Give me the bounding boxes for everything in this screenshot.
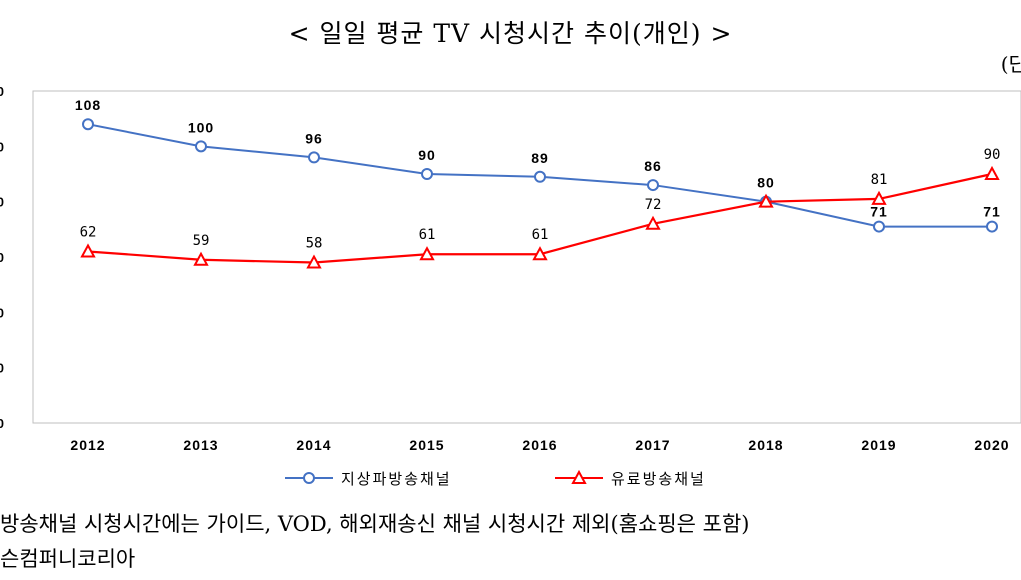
data-label: 59	[193, 233, 210, 249]
data-point	[871, 190, 887, 205]
data-point	[984, 165, 1000, 180]
data-point	[532, 246, 548, 261]
data-point	[80, 243, 96, 258]
x-tick-label: 2014	[296, 437, 331, 453]
data-label: 71	[983, 204, 1001, 220]
data-point	[873, 220, 885, 233]
legend-marker	[571, 469, 587, 484]
x-tick-label: 2016	[522, 437, 557, 453]
data-label: 100	[188, 119, 214, 135]
data-label: 81	[871, 172, 888, 188]
data-label: 89	[531, 150, 549, 166]
data-label: 62	[80, 224, 97, 240]
x-tick-label: 2013	[183, 437, 218, 453]
source-note: 슨컴퍼니코리아	[0, 547, 136, 571]
data-point	[419, 246, 435, 261]
data-point	[758, 193, 774, 208]
y-tick-label: 0	[0, 195, 4, 210]
x-tick-label: 2017	[635, 437, 670, 453]
data-point	[986, 220, 998, 233]
line-chart: 0 0 0 0 0 0 0 2012 2013 2014 2015 2016 2017 2018 2019…	[0, 84, 1021, 488]
data-label: 61	[419, 227, 436, 243]
data-point	[82, 118, 94, 131]
data-point	[306, 254, 322, 269]
x-tick-label: 2019	[861, 437, 896, 453]
data-point	[308, 151, 320, 164]
legend-label: 지상파방송채널	[341, 470, 452, 488]
data-point	[421, 168, 433, 180]
plot-area	[32, 90, 1021, 424]
y-tick-label: 0	[0, 139, 4, 154]
x-tick-label: 2012	[70, 437, 105, 453]
x-tick-label: 2018	[748, 437, 783, 453]
data-label: 71	[870, 204, 888, 220]
data-point	[193, 251, 209, 266]
y-tick-label: 0	[0, 305, 4, 320]
data-label: 72	[645, 197, 662, 213]
unit-label: (단	[1000, 52, 1021, 76]
y-tick-label: 0	[0, 361, 4, 376]
data-label: 58	[306, 236, 323, 252]
legend-marker	[303, 472, 315, 484]
y-tick-label: 0	[0, 250, 4, 265]
x-tick-label: 2015	[409, 437, 444, 453]
data-label: 80	[757, 175, 775, 191]
data-point	[534, 170, 546, 183]
data-label: 61	[532, 227, 549, 243]
chart-title: < 일일 평균 TV 시청시간 추이(개인) >	[288, 19, 733, 48]
footnote: 방송채널 시청시간에는 가이드, VOD, 해외재송신 채널 시청시간 제외(홈…	[0, 512, 750, 536]
data-label: 96	[305, 130, 323, 146]
data-point	[195, 140, 207, 153]
data-label: 108	[75, 97, 101, 113]
y-tick-label: 0	[0, 416, 4, 431]
x-tick-label: 2020	[974, 437, 1009, 453]
y-tick-label: 0	[0, 84, 4, 99]
data-label: 90	[418, 147, 436, 163]
data-label: 86	[644, 158, 662, 174]
legend-label: 유료방송채널	[611, 470, 706, 488]
data-label: 90	[984, 147, 1001, 163]
data-point	[647, 179, 659, 192]
data-point	[645, 215, 661, 230]
